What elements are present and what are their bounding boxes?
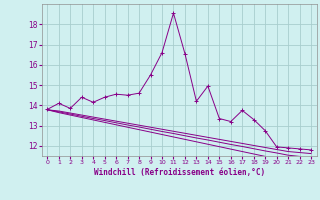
- X-axis label: Windchill (Refroidissement éolien,°C): Windchill (Refroidissement éolien,°C): [94, 168, 265, 177]
